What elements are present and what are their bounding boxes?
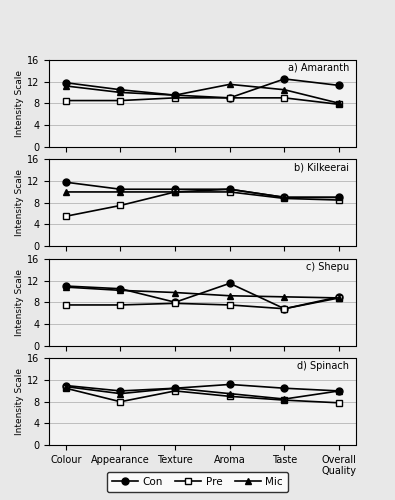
Y-axis label: Intensity Scale: Intensity Scale: [15, 268, 24, 336]
Text: c) Shepu: c) Shepu: [306, 262, 350, 272]
Text: a) Amaranth: a) Amaranth: [288, 62, 350, 72]
Y-axis label: Intensity Scale: Intensity Scale: [15, 70, 24, 137]
Y-axis label: Intensity Scale: Intensity Scale: [15, 368, 24, 435]
Legend: Con, Pre, Mic: Con, Pre, Mic: [107, 472, 288, 492]
Text: d) Spinach: d) Spinach: [297, 361, 350, 371]
Text: b) Kilkeerai: b) Kilkeerai: [294, 162, 350, 172]
Y-axis label: Intensity Scale: Intensity Scale: [15, 170, 24, 236]
